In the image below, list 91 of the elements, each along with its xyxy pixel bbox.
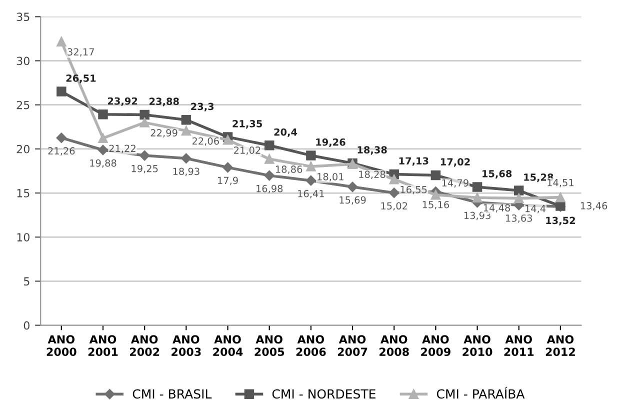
x-tick-label: ANO 2005	[254, 335, 284, 356]
point	[140, 118, 150, 128]
x-tick-label: ANO 2009	[421, 335, 450, 356]
legend-label: CMI - NORDESTE	[272, 389, 376, 399]
legend-label: CMI - PARAÍBA	[436, 386, 525, 399]
point	[140, 110, 150, 120]
point	[98, 133, 108, 144]
point	[222, 162, 233, 173]
x-tick-label: ANO 2007	[338, 335, 368, 356]
point	[556, 192, 566, 202]
x-tick-label: ANO 2003	[172, 335, 201, 356]
data-label: 18,86	[276, 166, 302, 174]
point	[472, 192, 482, 202]
point	[56, 86, 66, 96]
data-label: 23,92	[108, 97, 138, 106]
x-tick-label: ANO 2012	[546, 335, 575, 356]
data-label: 21,02	[234, 146, 260, 155]
data-label: 19,26	[316, 138, 346, 148]
data-label: 23,88	[150, 98, 179, 106]
point	[306, 150, 316, 160]
point	[306, 162, 316, 172]
x-tick-label: ANO 2002	[130, 335, 160, 356]
point	[98, 144, 108, 156]
point	[430, 190, 441, 200]
data-label: 21,22	[109, 144, 136, 154]
data-label: 15,02	[381, 202, 408, 211]
data-label: 16,98	[256, 184, 283, 194]
data-label: 18,38	[358, 146, 387, 155]
data-label: 22,99	[150, 129, 178, 138]
y-tick-label: 25	[16, 100, 30, 110]
y-tick-label: 5	[24, 277, 30, 286]
point	[514, 186, 524, 196]
point	[139, 150, 150, 161]
x-tick-label: ANO 2000	[46, 335, 76, 356]
data-label: 14,4	[525, 205, 546, 214]
point	[56, 36, 66, 46]
data-label: 21,26	[48, 147, 75, 156]
data-label: 14,79	[442, 179, 468, 188]
point	[430, 170, 441, 180]
legend-label: CMI - BRASIL	[132, 389, 212, 399]
data-label: 13,63	[506, 214, 532, 223]
data-label: 26,51	[66, 74, 96, 84]
point	[222, 135, 233, 145]
data-label: 20,4	[274, 128, 298, 137]
y-tick-label: 20	[16, 144, 30, 154]
point	[56, 132, 67, 143]
point	[181, 114, 192, 125]
point	[181, 126, 192, 136]
data-label: 13,52	[546, 216, 575, 226]
point	[389, 174, 399, 184]
y-tick-label: 15	[17, 189, 30, 198]
point	[264, 170, 274, 181]
data-label: 18,01	[318, 173, 344, 182]
x-tick-label: ANO 2008	[380, 335, 409, 356]
data-label: 15,68	[482, 170, 512, 179]
data-label: 13,46	[580, 202, 608, 210]
data-label: 21,35	[232, 120, 262, 129]
data-label: 22,06	[192, 137, 219, 146]
y-tick-label: 0	[24, 321, 30, 330]
point	[306, 175, 316, 186]
data-label: 18,28	[359, 170, 386, 180]
point	[514, 193, 524, 204]
x-tick-label: ANO 2004	[213, 335, 243, 356]
data-label: 17,9	[218, 176, 238, 186]
point	[347, 182, 358, 192]
point	[388, 188, 400, 198]
x-tick-label: ANO 2011	[504, 335, 534, 356]
y-tick-label: 10	[17, 233, 30, 242]
data-label: 13,93	[464, 212, 490, 220]
data-label: 23,3	[191, 102, 214, 112]
point	[98, 110, 108, 120]
data-label: 18,93	[173, 168, 200, 176]
data-label: 15,69	[340, 196, 366, 205]
data-label: 19,88	[90, 159, 116, 168]
data-label: 15,16	[422, 200, 449, 210]
x-tick-label: ANO 2010	[462, 335, 492, 356]
point	[264, 140, 274, 150]
x-tick-label: ANO 2001	[88, 335, 118, 356]
y-tick-label: 35	[16, 12, 30, 22]
data-label: 14,48	[484, 204, 510, 213]
point	[181, 153, 192, 164]
x-tick-label: ANO 2006	[296, 335, 326, 356]
data-label: 32,17	[68, 48, 94, 57]
data-label: 17,13	[399, 157, 428, 166]
data-label: 16,55	[400, 186, 427, 194]
data-label: 16,41	[298, 190, 324, 198]
data-label: 19,25	[132, 164, 158, 174]
point	[472, 182, 482, 192]
data-label: 17,02	[440, 158, 470, 167]
y-tick-label: 30	[16, 56, 30, 66]
point	[264, 154, 274, 164]
